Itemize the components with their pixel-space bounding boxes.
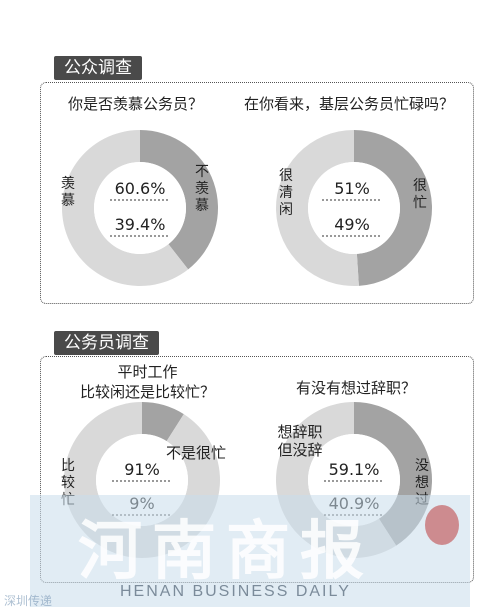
civil-servant-survey-tag: 公务员调查 bbox=[54, 331, 159, 355]
chart4-percent-2: 59.1% bbox=[329, 460, 380, 479]
chart3-slice-1 bbox=[142, 402, 184, 442]
watermark-band bbox=[30, 495, 470, 607]
chart2-slice-1 bbox=[354, 130, 433, 286]
watermark-corner-text: 深圳传递 bbox=[4, 594, 53, 608]
chart1-percent-2: 60.6% bbox=[115, 179, 166, 198]
chart4-label-2: 想辞职但没辞 bbox=[277, 423, 322, 459]
watermark-brand-en: HENAN BUSINESS DAILY bbox=[120, 583, 351, 600]
chart3-label-1: 不是很忙 bbox=[166, 444, 226, 462]
public-survey-tag: 公众调查 bbox=[54, 56, 142, 80]
chart2-title: 在你看来，基层公务员忙碌吗？ bbox=[244, 95, 455, 113]
chart1-label-1: 不羡慕 bbox=[195, 164, 209, 214]
chart1-hole bbox=[94, 162, 186, 254]
chart1-percent-1: 39.4% bbox=[115, 215, 166, 234]
chart2-hole bbox=[308, 162, 400, 254]
chart2-label-1: 很忙 bbox=[413, 178, 427, 211]
chart2-slice-2 bbox=[276, 130, 359, 287]
chart1-donut: 39.4% 60.6% 不羡慕 羡慕 bbox=[61, 130, 219, 286]
chart3-title: 平时工作 比较闲还是比较忙？ bbox=[80, 362, 215, 402]
chart1-slice-1 bbox=[140, 130, 219, 270]
chart2-percent-2: 51% bbox=[334, 179, 370, 198]
chart1-title: 你是否羡慕公务员？ bbox=[68, 95, 204, 113]
chart2-label-2: 很清闲 bbox=[279, 168, 293, 218]
watermark-seal-icon bbox=[425, 505, 459, 545]
chart3-title-text: 平时工作 比较闲还是比较忙？ bbox=[80, 363, 216, 401]
chart1-label-2: 羡慕 bbox=[61, 175, 75, 209]
chart1-slice-2 bbox=[62, 130, 189, 286]
chart2-percent-1: 49% bbox=[334, 215, 370, 234]
chart3-percent-2: 91% bbox=[124, 460, 160, 479]
watermark-brand-cn: 河南商报 bbox=[78, 514, 374, 589]
chart2-donut: 49% 51% 很忙 很清闲 bbox=[276, 130, 433, 287]
public-survey-panel bbox=[40, 82, 474, 304]
chart4-title: 有没有想过辞职？ bbox=[296, 379, 417, 397]
